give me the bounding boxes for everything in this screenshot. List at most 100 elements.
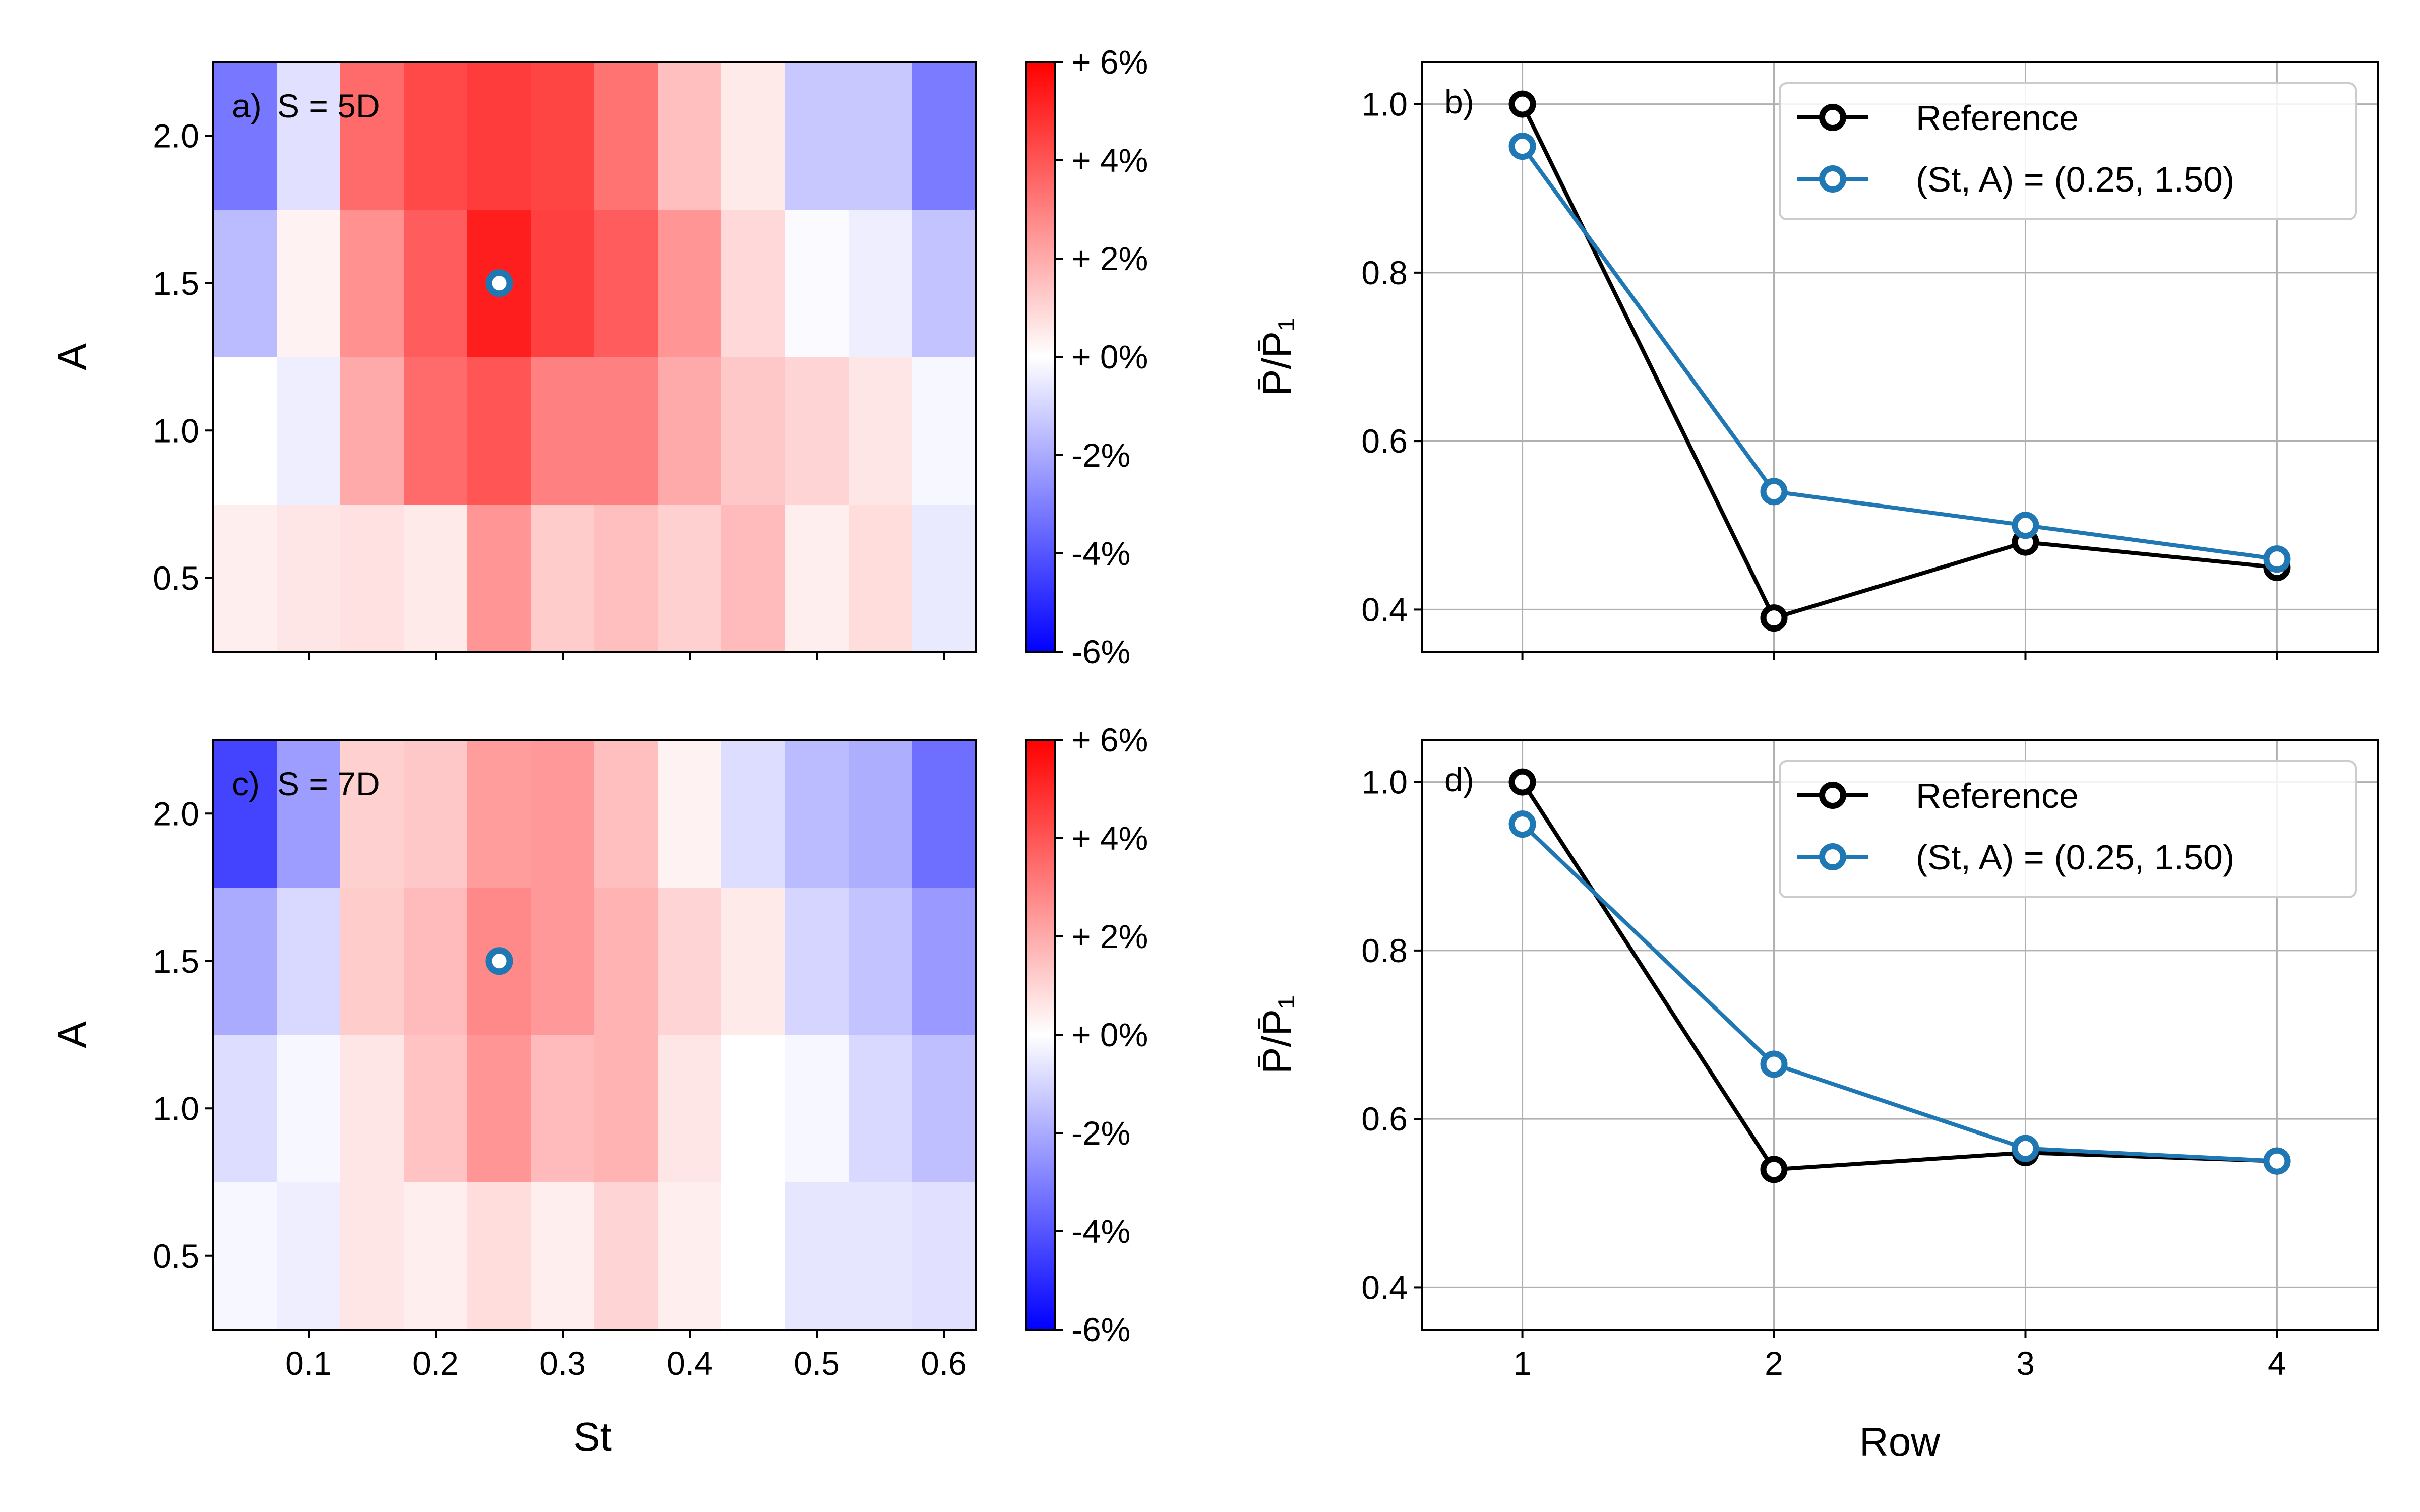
heatmap-cell: [594, 357, 658, 505]
heatmap-cell: [849, 1035, 913, 1182]
heatmap-cell: [594, 740, 658, 888]
heatmap-cell: [213, 62, 277, 210]
colorbar-tick-label: + 0%: [1071, 338, 1148, 375]
heatmap-cell: [340, 1182, 404, 1330]
colorbar-tick-label: -6%: [1071, 633, 1130, 670]
heatmap-cell: [404, 357, 468, 505]
selected-point-marker-a: [485, 269, 513, 297]
panel-label-b: b): [1444, 83, 1474, 120]
heatmap-cell: [277, 887, 341, 1035]
heatmap-cell: [404, 209, 468, 357]
heatmap-cell: [721, 357, 785, 505]
heatmap-cell: [658, 740, 722, 888]
colorbar-gradient-a: [1025, 61, 1056, 653]
legend-marker-selected-b: [1819, 165, 1846, 193]
heatmap-cell: [404, 1035, 468, 1182]
colorbar-a: + 6% + 4% + 2% + 0% -2% -4% -6%: [1025, 43, 1148, 670]
heatmap-cell: [277, 209, 341, 357]
heatmap-cells-a: [213, 62, 976, 652]
heatmap-cell: [912, 887, 976, 1035]
selected-point-marker-c: [485, 947, 513, 975]
data-point-selected: [2012, 1135, 2039, 1162]
heatmap-cell: [277, 62, 341, 210]
x-ticks-c: 0.1 0.2 0.3 0.4 0.5 0.6: [285, 1330, 967, 1382]
x-tick-label: 0.3: [539, 1345, 586, 1382]
y-tick-label: 1.5: [153, 265, 199, 302]
x-tick-label: 2: [1765, 1345, 1783, 1382]
colorbar-tick-label: + 0%: [1071, 1016, 1148, 1053]
y-tick-label: 0.5: [153, 559, 199, 597]
heatmap-cell: [531, 1035, 595, 1182]
heatmap-cell: [849, 740, 913, 888]
data-point-selected: [1760, 1050, 1788, 1078]
heatmap-cell: [531, 357, 595, 505]
line-panel-d: d) 0.4 0.6 0.8 1.0 1 2 3 4 P̄/P̄₁ Row Referenc…: [1254, 739, 2379, 1464]
legend-label-selected-b: (St, A) = (0.25, 1.50): [1916, 160, 2234, 199]
heatmap-cell: [340, 504, 404, 652]
heatmap-cell: [277, 357, 341, 505]
data-point-reference: [1760, 1156, 1788, 1183]
y-tick-label: 1.0: [153, 1090, 199, 1127]
colorbar-gradient-c: [1025, 739, 1056, 1331]
heatmap-cell: [912, 209, 976, 357]
heatmap-panel-a: a) S = 5D 0.5 1.0 1.5 2.0 A: [49, 61, 977, 660]
y-tick-label: 2.0: [153, 795, 199, 832]
plot-frame-b: [1421, 61, 2379, 653]
heatmap-cell: [277, 740, 341, 888]
data-point-selected: [1760, 478, 1788, 506]
heatmap-cell: [849, 1182, 913, 1330]
y-tick-label: 1.0: [153, 412, 199, 449]
heatmap-cell: [340, 357, 404, 505]
colorbar-tick-label: + 2%: [1071, 918, 1148, 955]
heatmap-cell: [849, 504, 913, 652]
x-tick-label: 3: [2016, 1345, 2035, 1382]
heatmap-cell: [785, 1182, 849, 1330]
y-axis-label-a: A: [49, 343, 94, 370]
legend-marker-selected-d: [1819, 843, 1846, 870]
plot-frame-d: [1421, 739, 2379, 1331]
heatmap-cell: [721, 887, 785, 1035]
series-lines-d: [1508, 768, 2291, 1183]
heatmap-cell: [721, 1035, 785, 1182]
legend-marker-reference-b: [1819, 104, 1846, 131]
legend-d: Reference (St, A) = (0.25, 1.50): [1779, 760, 2357, 898]
heatmap-cell: [912, 740, 976, 888]
heatmap-cell: [785, 504, 849, 652]
series-line-selected: [1521, 823, 2277, 1163]
x-tick-label: 0.1: [285, 1345, 332, 1382]
y-tick-label: 0.5: [153, 1237, 199, 1275]
heatmap-cell: [340, 1035, 404, 1182]
heatmap-cell: [658, 209, 722, 357]
heatmap-cell: [721, 740, 785, 888]
heatmap-cell: [340, 209, 404, 357]
colorbar-tick-label: -4%: [1071, 1213, 1130, 1250]
heatmap-cell: [658, 1035, 722, 1182]
series-line-selected: [1521, 145, 2277, 561]
data-point-selected: [1508, 133, 1536, 160]
heatmap-cell: [404, 504, 468, 652]
heatmap-cell: [404, 1182, 468, 1330]
heatmap-cell: [785, 887, 849, 1035]
heatmap-cell: [658, 1182, 722, 1330]
y-tick-label: 0.8: [1361, 254, 1408, 291]
heatmap-cell: [912, 1182, 976, 1330]
colorbar-tick-label: + 6%: [1071, 721, 1148, 759]
y-tick-label: 0.8: [1361, 932, 1408, 969]
colorbar-tick-label: + 2%: [1071, 240, 1148, 277]
heatmap-cell: [277, 1182, 341, 1330]
plot-frame-c: [212, 739, 977, 1331]
x-tick-label: 1: [1513, 1345, 1532, 1382]
colorbar-tick-label: -6%: [1071, 1311, 1130, 1348]
data-point-selected: [2263, 1147, 2291, 1175]
heatmap-cell: [658, 357, 722, 505]
legend-b: Reference (St, A) = (0.25, 1.50): [1779, 82, 2357, 220]
heatmap-cell: [594, 504, 658, 652]
heatmap-cell: [594, 887, 658, 1035]
colorbar-c: + 6% + 4% + 2% + 0% -2% -4% -6%: [1025, 721, 1148, 1348]
heatmap-cell: [658, 504, 722, 652]
colorbar-ticks-a: + 6% + 4% + 2% + 0% -2% -4% -6%: [1055, 43, 1148, 670]
data-point-reference: [1508, 768, 1536, 796]
heatmap-cell: [912, 357, 976, 505]
colorbar-tick-label: -4%: [1071, 535, 1130, 572]
data-point-reference: [1760, 604, 1788, 632]
